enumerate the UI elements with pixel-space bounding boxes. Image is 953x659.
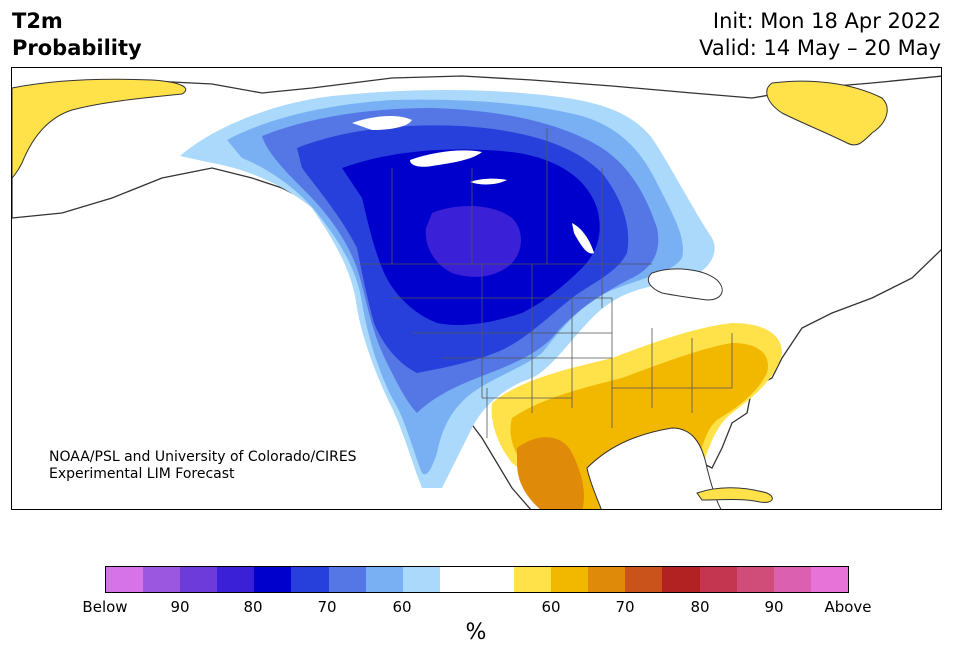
shade-80 xyxy=(425,206,521,277)
credit-line-1: NOAA/PSL and University of Colorado/CIRE… xyxy=(49,449,357,465)
colorbar-tick-label: 90 xyxy=(170,598,190,616)
great-lakes xyxy=(647,268,723,301)
map-credit: NOAA/PSL and University of Colorado/CIRE… xyxy=(49,449,357,483)
colorbar-unit: % xyxy=(465,620,487,645)
colorbar-segment xyxy=(254,567,292,592)
gulf-of-mexico xyxy=(586,427,722,509)
colorbar-segment xyxy=(402,567,440,592)
colorbar-segment xyxy=(810,567,848,592)
colorbar-segment xyxy=(291,567,329,592)
shade-alaska xyxy=(12,78,187,179)
map-svg xyxy=(12,75,941,509)
political-borders xyxy=(360,128,733,438)
colorbar-segment xyxy=(662,567,700,592)
colorbar-segment xyxy=(625,567,663,592)
colorbar-tick-label: Below xyxy=(82,598,128,616)
colorbar-segment xyxy=(551,567,589,592)
colorbar-segment xyxy=(365,567,403,592)
colorbar-tick-label: 70 xyxy=(615,598,635,616)
colorbar-tick-label: Above xyxy=(824,598,872,616)
colorbar-segment xyxy=(514,567,552,592)
forecast-map xyxy=(11,67,942,510)
colorbar-segment xyxy=(106,567,144,592)
colorbar-segment xyxy=(699,567,737,592)
shade-greenland xyxy=(766,80,888,146)
colorbar-segment xyxy=(588,567,626,592)
colorbar-segment xyxy=(736,567,774,592)
great-bear-lake xyxy=(352,116,412,130)
init-date: Init: Mon 18 Apr 2022 xyxy=(712,9,941,33)
lake-athabasca xyxy=(470,178,507,185)
map-title: T2m Probability xyxy=(12,8,142,62)
credit-line-2: Experimental LIM Forecast xyxy=(49,466,235,482)
title-variable: T2m xyxy=(12,9,63,33)
colorbar-segment xyxy=(217,567,255,592)
valid-range: Valid: 14 May – 20 May xyxy=(699,36,941,60)
colorbar-segment xyxy=(180,567,218,592)
colorbar-tick-label: 70 xyxy=(317,598,337,616)
colorbar-segment xyxy=(476,567,515,592)
colorbar-tick-label: 60 xyxy=(541,598,561,616)
colorbar-tick-label: 60 xyxy=(392,598,412,616)
colorbar-segment xyxy=(328,567,366,592)
title-quantity: Probability xyxy=(12,36,142,60)
forecast-dates: Init: Mon 18 Apr 2022 Valid: 14 May – 20… xyxy=(699,8,941,62)
colorbar-segment xyxy=(439,567,477,592)
colorbar-tick-label: 80 xyxy=(243,598,263,616)
colorbar-segment xyxy=(143,567,181,592)
probability-colorbar xyxy=(105,566,849,593)
lake-winnipeg xyxy=(572,223,594,254)
colorbar-tick-label: 90 xyxy=(764,598,784,616)
great-slave-lake xyxy=(410,150,482,167)
shade-warm-70 xyxy=(517,437,584,509)
colorbar-segment xyxy=(773,567,811,592)
colorbar-ticks: Below 90 80 70 60 60 70 80 90 Above xyxy=(0,598,953,620)
shade-cuba xyxy=(696,487,773,503)
colorbar-tick-label: 80 xyxy=(690,598,710,616)
